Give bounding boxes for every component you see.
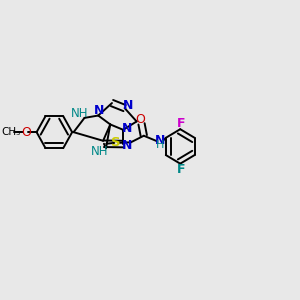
Text: S: S [111,136,121,149]
Text: N: N [94,104,104,117]
Text: CH₃: CH₃ [1,127,20,137]
Text: F: F [177,163,185,176]
Text: NH: NH [70,107,88,120]
Text: O: O [21,126,31,139]
Text: H: H [155,140,164,150]
Text: O: O [135,113,145,127]
Text: N: N [122,139,133,152]
Text: NH: NH [91,145,108,158]
Text: N: N [123,99,134,112]
Text: N: N [122,122,132,135]
Text: F: F [177,117,185,130]
Text: N: N [154,134,165,147]
